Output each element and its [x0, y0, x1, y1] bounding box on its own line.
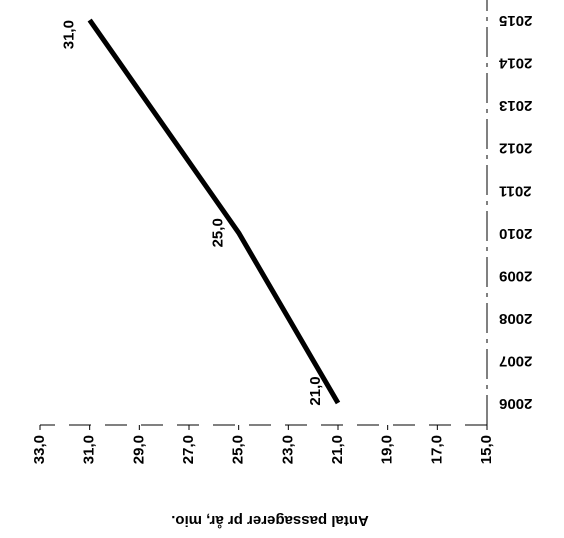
- data-label: 25,0: [210, 218, 227, 247]
- x-tick-label: 2012: [499, 140, 532, 157]
- y-axis-title: Antal passagerer pr år, mio.: [171, 512, 369, 529]
- y-tick-label: 21,0: [329, 435, 346, 464]
- x-tick-label: 2013: [499, 97, 532, 114]
- y-tick-label: 29,0: [130, 435, 147, 464]
- x-tick-label: 2007: [499, 352, 532, 369]
- y-tick-label: 27,0: [180, 435, 197, 464]
- x-tick-label: 2014: [498, 55, 532, 72]
- y-tick-label: 15,0: [478, 435, 495, 464]
- x-tick-label: 2009: [499, 267, 532, 284]
- y-tick-label: 31,0: [81, 435, 98, 464]
- x-tick-label: 2015: [499, 12, 532, 29]
- data-line: [87, 18, 341, 405]
- x-tick-label: 2011: [499, 182, 532, 199]
- data-label: 31,0: [61, 20, 78, 49]
- y-tick-label: 33,0: [31, 435, 48, 464]
- data-label: 21,0: [307, 376, 324, 405]
- x-tick-label: 2010: [499, 225, 532, 242]
- y-tick-label: 25,0: [230, 435, 247, 464]
- y-tick-label: 19,0: [379, 435, 396, 464]
- x-tick-label: 2008: [499, 310, 532, 327]
- y-tick-label: 17,0: [428, 435, 445, 464]
- y-tick-label: 23,0: [279, 435, 296, 464]
- rotated-chart: 15,0 17,0 19,0 21,0 23,0 25,0 27,0 29,0 31,0 33,0…: [31, 0, 532, 529]
- x-tick-label: 2006: [499, 395, 532, 412]
